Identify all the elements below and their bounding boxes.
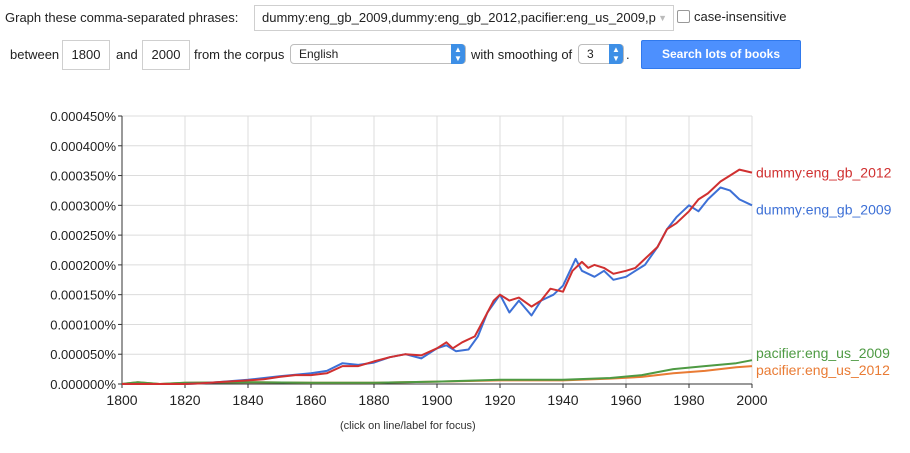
- select-arrows-icon: ▲ ▼: [451, 44, 465, 64]
- smoothing-select[interactable]: 3 ▲ ▼: [578, 44, 624, 64]
- phrases-label: Graph these comma-separated phrases:: [5, 10, 239, 25]
- x-tick-label: 1920: [484, 392, 515, 408]
- x-tick-label: 1880: [358, 392, 389, 408]
- corpus-select[interactable]: English ▲ ▼: [290, 44, 466, 64]
- series-label[interactable]: dummy:eng_gb_2012: [756, 165, 892, 181]
- y-tick-label: 0.000100%: [50, 317, 116, 332]
- period-label: .: [626, 47, 630, 62]
- and-label: and: [116, 47, 138, 62]
- y-tick-label: 0.000250%: [50, 228, 116, 243]
- series-label[interactable]: dummy:eng_gb_2009: [756, 201, 892, 217]
- chart-series: [121, 168, 753, 385]
- x-tick-label: 1900: [421, 392, 452, 408]
- chart-axes: 0.000000% 0.000050% 0.000100% 0.000150% 0.00…: [50, 109, 768, 408]
- case-insensitive-label: case-insensitive: [694, 9, 787, 24]
- chart-footer-note: (click on line/label for focus): [340, 420, 476, 432]
- select-arrows-icon: ▲ ▼: [609, 44, 623, 64]
- x-tick-label: 1960: [610, 392, 641, 408]
- series-labels: dummy:eng_gb_2012 dummy:eng_gb_2009pacifi…: [756, 165, 892, 379]
- y-tick-label: 0.000300%: [50, 198, 116, 213]
- y-tick-label: 0.000200%: [50, 258, 116, 273]
- corpus-select-value: English: [299, 47, 339, 61]
- y-tick-label: 0.000000%: [50, 377, 116, 392]
- y-tick-label: 0.000450%: [50, 109, 116, 124]
- smoothing-label: with smoothing of: [471, 47, 573, 62]
- between-label: between: [10, 47, 60, 62]
- series-line-dummy-eng-gb-2012[interactable]: [122, 168, 753, 385]
- x-tick-label: 1800: [106, 392, 137, 408]
- corpus-label: from the corpus: [194, 47, 285, 62]
- case-insensitive-checkbox[interactable]: [677, 10, 690, 23]
- series-label[interactable]: pacifier:eng_us_2012: [756, 362, 890, 378]
- x-tick-label: 1840: [232, 392, 263, 408]
- x-tick-label: 2000: [736, 392, 767, 408]
- x-tick-label: 1940: [547, 392, 578, 408]
- phrases-input[interactable]: dummy:eng_gb_2009,dummy:eng_gb_2012,paci…: [254, 5, 674, 31]
- series-label[interactable]: pacifier:eng_us_2009: [756, 345, 890, 361]
- end-year-input[interactable]: 2000: [142, 40, 190, 70]
- chart-grid: [122, 115, 753, 384]
- y-tick-label: 0.000350%: [50, 169, 116, 184]
- y-tick-label: 0.000050%: [50, 347, 116, 362]
- dropdown-arrow-icon: ▼: [658, 13, 667, 23]
- x-tick-label: 1860: [295, 392, 326, 408]
- y-tick-label: 0.000150%: [50, 288, 116, 303]
- x-tick-label: 1820: [169, 392, 200, 408]
- smoothing-select-value: 3: [587, 47, 594, 61]
- y-tick-label: 0.000400%: [50, 139, 116, 154]
- series-line-dummy-eng-gb-2009[interactable]: [122, 186, 753, 385]
- search-button[interactable]: Search lots of books: [641, 40, 801, 69]
- phrases-input-value: dummy:eng_gb_2009,dummy:eng_gb_2012,paci…: [262, 10, 656, 25]
- start-year-input[interactable]: 1800: [62, 40, 110, 70]
- x-tick-label: 1980: [673, 392, 704, 408]
